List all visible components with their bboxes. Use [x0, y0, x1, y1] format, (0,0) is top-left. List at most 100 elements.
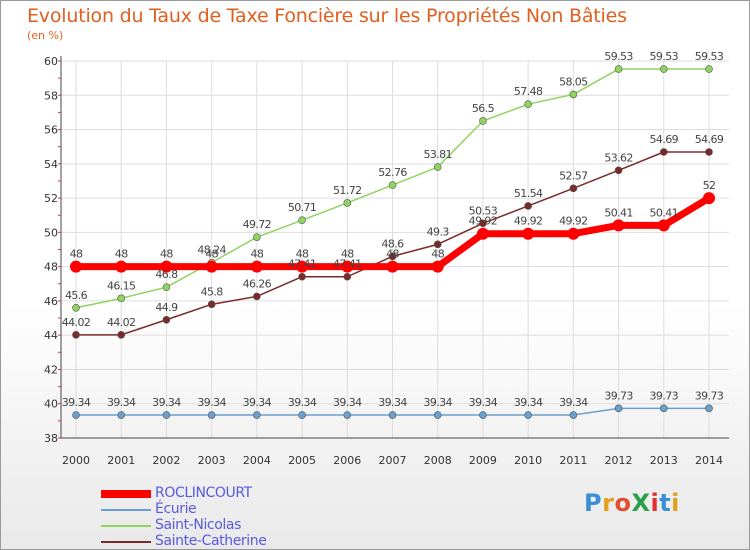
data-label: 48	[386, 248, 399, 261]
data-label: 39.34	[243, 396, 272, 409]
data-label: 39.34	[469, 396, 498, 409]
data-point	[522, 227, 535, 240]
data-point	[296, 260, 309, 273]
x-tick-label: 2014	[695, 454, 723, 467]
data-point	[433, 163, 442, 171]
data-label: 51.54	[514, 187, 543, 200]
data-label: 57.48	[514, 85, 543, 98]
x-tick-label: 2011	[559, 454, 587, 467]
data-point	[253, 233, 261, 241]
data-point	[115, 260, 128, 273]
data-label: 44.9	[155, 301, 178, 314]
data-point	[343, 411, 352, 419]
legend-label: Saint-Nicolas	[155, 517, 241, 533]
data-label: 39.34	[152, 396, 181, 409]
data-point	[479, 411, 487, 419]
data-label: 49.92	[559, 215, 588, 228]
data-label: 49.72	[243, 218, 272, 231]
x-tick-label: 2001	[107, 454, 135, 467]
data-point	[253, 292, 261, 301]
data-label: 49.3	[427, 225, 450, 238]
data-label: 39.34	[423, 396, 452, 409]
data-label: 48	[205, 248, 218, 261]
data-label: 47.41	[333, 258, 362, 271]
data-point	[250, 260, 263, 273]
data-point	[657, 219, 670, 232]
data-label: 50.41	[650, 206, 679, 219]
data-point	[614, 166, 623, 175]
data-label: 39.34	[514, 396, 543, 409]
data-point	[703, 192, 715, 205]
data-label: 58.05	[559, 75, 588, 88]
y-tick-label: 56	[44, 124, 58, 137]
proxiti-logo: ProXiti	[584, 489, 680, 517]
y-tick-label: 50	[44, 226, 58, 239]
data-point	[162, 315, 171, 324]
legend-swatch	[101, 490, 151, 498]
data-label: 39.34	[107, 396, 136, 409]
legend-item: ROCLINCOURT	[101, 485, 301, 501]
x-tick-label: 2004	[243, 454, 271, 467]
data-label: 39.34	[333, 396, 362, 409]
data-label: 52	[703, 179, 716, 192]
data-label: 45.8	[201, 285, 224, 298]
data-point	[117, 411, 126, 419]
data-label: 56.5	[472, 102, 495, 115]
data-label: 39.73	[604, 389, 633, 402]
data-label: 39.34	[288, 396, 317, 409]
data-point	[253, 411, 261, 419]
data-label: 46.15	[107, 279, 136, 292]
data-label: 39.73	[695, 389, 724, 402]
data-label: 49.92	[469, 215, 498, 228]
data-label: 54.69	[695, 133, 724, 146]
data-point	[659, 148, 668, 156]
x-tick-label: 2005	[288, 454, 316, 467]
data-label: 39.34	[378, 396, 407, 409]
data-label: 48.6	[381, 237, 404, 250]
x-tick-label: 2008	[424, 454, 452, 467]
data-point	[524, 202, 532, 210]
legend-swatch	[101, 525, 151, 527]
data-label: 50.53	[469, 204, 498, 217]
unit-label: (en %)	[27, 29, 64, 42]
data-label: 48	[431, 248, 444, 261]
data-label: 39.34	[62, 396, 91, 409]
x-tick-label: 2003	[198, 454, 226, 467]
data-point	[207, 300, 216, 309]
data-point	[705, 404, 713, 413]
data-point	[479, 219, 487, 228]
data-point	[298, 216, 306, 224]
x-tick-label: 2009	[469, 454, 497, 467]
data-label: 39.73	[650, 389, 679, 402]
data-point	[343, 199, 352, 207]
x-tick-label: 2002	[152, 454, 180, 467]
data-label: 50.41	[604, 206, 633, 219]
data-point	[476, 227, 489, 240]
y-tick-label: 54	[44, 158, 58, 171]
data-point	[162, 283, 171, 292]
x-tick-label: 2006	[333, 454, 361, 467]
data-point	[160, 260, 173, 273]
data-point	[388, 252, 397, 261]
data-point	[205, 260, 218, 273]
data-label: 59.53	[695, 50, 724, 63]
y-tick-label: 40	[44, 398, 58, 411]
data-label: 48	[341, 248, 354, 261]
legend-item: Écurie	[101, 501, 301, 517]
data-point	[386, 260, 399, 273]
data-label: 44.02	[62, 316, 91, 329]
data-label: 46.8	[155, 268, 178, 281]
legend-item: Saint-Nicolas	[101, 517, 301, 533]
data-point	[343, 272, 352, 281]
data-label: 48.24	[197, 244, 226, 257]
data-point	[117, 294, 126, 303]
data-point	[72, 411, 80, 419]
data-label: 59.53	[604, 50, 633, 63]
legend-label: ROCLINCOURT	[155, 485, 252, 501]
data-label: 39.34	[197, 396, 226, 409]
data-point	[298, 272, 306, 281]
data-point	[388, 411, 397, 419]
data-point	[433, 411, 442, 419]
